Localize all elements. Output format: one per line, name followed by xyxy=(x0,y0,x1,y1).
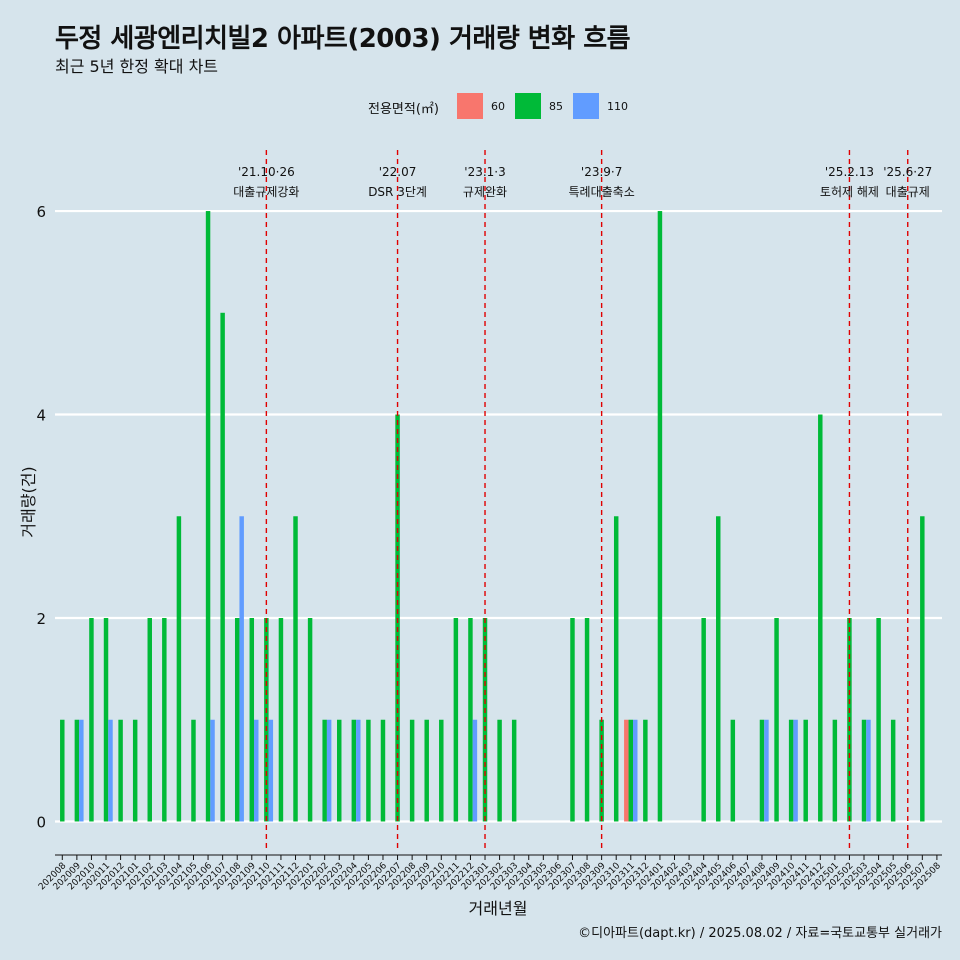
bar-202409-85 xyxy=(774,618,779,822)
bar-202009-85 xyxy=(74,719,80,822)
bar-202503-110 xyxy=(866,719,871,822)
bar-202201-85 xyxy=(307,618,313,822)
event-date-2: '23.1·3 xyxy=(464,165,505,179)
bar-202504-85 xyxy=(876,618,881,822)
bar-202110-110 xyxy=(268,719,274,822)
bar-202102-85 xyxy=(147,618,152,822)
event-label-3: 특례대출축소 xyxy=(569,185,635,199)
y-axis: 0 2 4 6 xyxy=(36,203,46,831)
bar-202503-85 xyxy=(861,719,867,822)
bar-202112-85 xyxy=(293,516,298,822)
bar-202101-85 xyxy=(132,719,138,822)
event-label-5: 대출규제 xyxy=(886,185,930,199)
bar-202405-85 xyxy=(716,516,721,822)
legend-label-110: 110 xyxy=(607,100,628,113)
bar-202012-85 xyxy=(118,719,123,822)
bar-202210-85 xyxy=(439,719,444,822)
legend-label-85: 85 xyxy=(549,100,563,113)
bar-202009-110 xyxy=(79,719,84,822)
bar-202410-85 xyxy=(788,719,794,822)
bar-202501-85 xyxy=(832,719,838,822)
event-lines: '21.10·26 대출규제강화 '22.07 DSR 3단계 '23.1·3 규제완화 '… xyxy=(233,150,932,852)
event-date-3: '23.9·7 xyxy=(581,165,622,179)
bar-202307-85 xyxy=(570,618,575,822)
bar-202202-85 xyxy=(322,719,327,822)
legend-title: 전용면적(㎡) xyxy=(368,102,439,117)
bar-202202-110 xyxy=(326,719,332,822)
bar-202211-85 xyxy=(453,618,459,822)
bar-202309-85 xyxy=(599,719,604,822)
event-label-1: DSR 3단계 xyxy=(368,185,427,199)
bar-202208-85 xyxy=(409,719,415,822)
bar-202111-85 xyxy=(278,618,284,822)
chart-subtitle: 최근 5년 한정 확대 차트 xyxy=(55,57,219,76)
bar-202410-110 xyxy=(793,719,798,822)
legend-key-60 xyxy=(457,93,483,119)
bar-202109-85 xyxy=(249,618,255,822)
bar-202106-110 xyxy=(210,719,215,822)
bar-202312-85 xyxy=(643,719,648,822)
y-tick-label-2: 2 xyxy=(36,610,46,628)
bar-202209-85 xyxy=(424,719,429,822)
chart-legend: 전용면적(㎡) 60 85 110 xyxy=(0,92,960,122)
bar-202011-85 xyxy=(103,618,109,822)
bar-202108-85 xyxy=(234,618,240,822)
bar-202204-85 xyxy=(351,719,357,822)
chart-caption: ©디아파트(dapt.kr) / 2025.08.02 / 자료=국토교통부 실… xyxy=(578,926,942,941)
bar-202308-85 xyxy=(584,618,590,822)
y-tick-label-6: 6 xyxy=(36,203,46,221)
y-axis-title: 거래량(건) xyxy=(19,466,38,537)
bar-202401-85 xyxy=(657,211,663,822)
bar-202412-85 xyxy=(818,414,823,822)
bar-202311-60 xyxy=(624,719,629,822)
bar-202408-85 xyxy=(759,719,765,822)
bar-202505-85 xyxy=(890,719,896,822)
legend-label-60: 60 xyxy=(491,100,505,113)
bar-202310-85 xyxy=(613,516,619,822)
bar-202212-85 xyxy=(468,618,473,822)
y-tick-label-4: 4 xyxy=(36,407,46,425)
bar-202105-85 xyxy=(191,719,196,822)
bar-202104-85 xyxy=(176,516,182,822)
bar-202411-85 xyxy=(803,719,808,822)
bar-202205-85 xyxy=(366,719,371,822)
bar-202507-85 xyxy=(920,516,925,822)
bar-202212-110 xyxy=(472,719,478,822)
bar-202408-110 xyxy=(764,719,769,822)
event-date-4: '25.2.13 xyxy=(825,165,874,179)
chart-title: 두정 세광엔리치빌2 아파트(2003) 거래량 변화 흐름 xyxy=(55,24,631,54)
event-label-4: 토허제 해제 xyxy=(820,185,879,199)
bar-202103-85 xyxy=(162,618,167,822)
legend-key-85 xyxy=(515,93,541,119)
bar-202010-85 xyxy=(89,618,94,822)
bar-202108-110 xyxy=(239,516,244,822)
event-label-2: 규제완화 xyxy=(463,185,507,199)
bar-202107-85 xyxy=(220,312,225,822)
y-tick-label-0: 0 xyxy=(36,813,46,831)
bar-202008-85 xyxy=(60,719,65,822)
bar-202303-85 xyxy=(511,719,517,822)
event-date-5: '25.6·27 xyxy=(883,165,932,179)
bar-202011-110 xyxy=(108,719,113,822)
event-date-0: '21.10·26 xyxy=(238,165,295,179)
bar-202106-85 xyxy=(205,211,211,822)
bars xyxy=(60,211,925,822)
x-axis-title: 거래년월 xyxy=(469,899,528,918)
legend-key-110 xyxy=(573,93,599,119)
bar-202302-85 xyxy=(497,719,502,822)
bar-202204-110 xyxy=(356,719,361,822)
bar-202203-85 xyxy=(337,719,342,822)
bar-202311-85 xyxy=(628,719,634,822)
bar-202109-110 xyxy=(254,719,259,822)
bar-202404-85 xyxy=(701,618,706,822)
event-date-1: '22.07 xyxy=(379,165,417,179)
bar-202406-85 xyxy=(730,719,736,822)
bar-202206-85 xyxy=(380,719,386,822)
x-axis: 2020082020092020102020112020122021012021… xyxy=(37,854,943,892)
event-label-0: 대출규제강화 xyxy=(233,185,299,199)
bar-202311-110 xyxy=(633,719,638,822)
